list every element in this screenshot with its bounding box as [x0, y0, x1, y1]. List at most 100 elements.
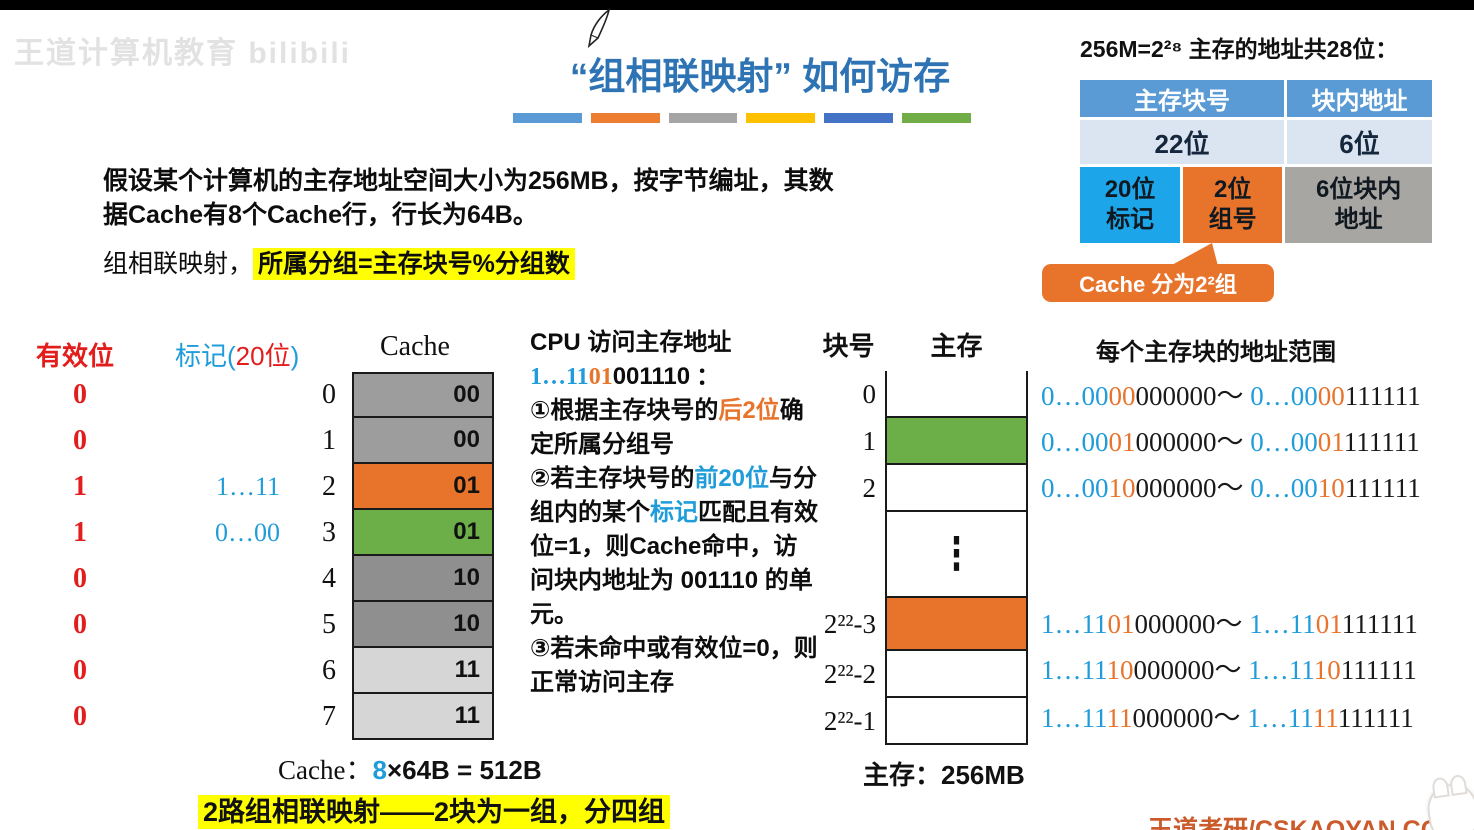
site-watermark: 王道考研/CSKAOYAN.COM: [1148, 816, 1461, 830]
header-block-number: 主存块号: [1080, 80, 1284, 117]
bar-segment: [513, 113, 582, 123]
range-to-offset: 111111: [1338, 703, 1414, 733]
step1-highlight: 后2位: [718, 397, 780, 424]
group-number: 11: [454, 656, 480, 683]
two-way-note-text: 2路组相联映射——2块为一组，分四组: [198, 795, 671, 829]
valid-bit: 0: [73, 425, 87, 456]
range-to-offset: 111111: [1342, 609, 1418, 639]
cache-row: 0 4 10: [30, 556, 494, 602]
valid-bit: 0: [73, 655, 87, 686]
line-index: 0: [322, 379, 336, 410]
line-index: 2: [322, 471, 336, 502]
step2-text-end: 匹配且有效位=1，则Cache命中，访问块内地址为 001110 的单元。: [530, 499, 818, 628]
group-number: 01: [453, 472, 480, 499]
memory-block: [885, 598, 1028, 651]
memory-row: 2²²-3: [812, 598, 1028, 651]
range-from-group: 10: [1107, 655, 1134, 685]
memory-row: 2²²-2: [812, 651, 1028, 698]
memory-row: ⋮: [812, 512, 1028, 598]
field-group-label: 组号: [1208, 206, 1257, 233]
address-range-title: 每个主存块的地址范围: [1096, 339, 1336, 366]
step1-text: ①根据主存块号的: [530, 397, 719, 424]
address-table-title: 256M=2²⁸ 主存的地址共28位：: [1080, 36, 1399, 62]
cache-line: 00: [352, 372, 494, 418]
block-number-header: 块号: [822, 331, 875, 361]
range-from-offset: 000000: [1134, 609, 1216, 639]
valid-bit: 1: [73, 471, 87, 502]
two-way-note: 2路组相联映射——2块为一组，分四组: [198, 790, 671, 829]
range-to-offset: 111111: [1344, 381, 1421, 411]
range-from-offset: 000000: [1133, 655, 1215, 685]
header-block-offset: 块内地址: [1287, 80, 1432, 117]
cpu-line1: CPU 访问主存地址: [530, 329, 732, 356]
range-to-offset: 111111: [1344, 473, 1421, 503]
group-number: 01: [453, 518, 480, 545]
memory-row: 0: [812, 371, 1028, 418]
block-label: 2²²-2: [823, 659, 876, 689]
cache-line: 10: [352, 556, 494, 602]
cache-row: 0 1 00: [30, 418, 494, 464]
line-index: 5: [322, 609, 336, 640]
memory-block: [885, 651, 1028, 698]
memory-row: 1: [812, 418, 1028, 465]
main-memory-header: 主存: [930, 331, 983, 361]
address-range-row: 0…0010000000～ 0…0010111111: [1041, 466, 1461, 505]
cache-line: 01: [352, 510, 494, 556]
cache-row: 1 1…11 2 01: [30, 464, 494, 510]
step2-text-mid: 与分组内的某个: [530, 465, 818, 526]
cpu-address: 1…1101001110 ：: [530, 360, 818, 394]
range-to-tag: 0…00: [1250, 381, 1318, 411]
bits-block-offset: 6位: [1287, 120, 1432, 164]
line-index: 4: [322, 563, 336, 594]
cache-row: 0 6 11: [30, 648, 494, 694]
field-tag: 20位 标记: [1080, 167, 1181, 243]
field-group-bits: 2位: [1214, 176, 1252, 203]
address-range-row: 0…0001000000～ 0…0001111111: [1041, 420, 1461, 459]
cache-row: 0 0 00: [30, 372, 494, 418]
group-number: 00: [453, 381, 480, 408]
step2-highlight1: 前20位: [694, 465, 770, 492]
cache-size-prefix: Cache：: [278, 755, 373, 785]
memory-size-label: 主存：256MB: [863, 760, 1025, 790]
bits-block-number: 22位: [1080, 120, 1284, 164]
range-from-group: 00: [1108, 381, 1136, 411]
block-label: [812, 512, 885, 598]
step1-text-end: 确定所属分组号: [530, 397, 804, 458]
valid-bit: 1: [73, 517, 87, 548]
range-tilde: ～: [1213, 703, 1248, 733]
memory-row: 2²²-1: [812, 698, 1028, 745]
tag-header-suffix: ): [290, 341, 300, 371]
group-number: 10: [453, 564, 480, 591]
valid-bit-header: 有效位: [36, 341, 115, 371]
cache-line: 11: [352, 694, 494, 740]
range-from-tag: 1…11: [1041, 703, 1107, 733]
range-to-group: 01: [1317, 427, 1345, 457]
cache-table: 0 0 00 0 1 00 1 1…11 2 01 1 0…00 3 01 0 …: [30, 372, 494, 740]
line-index: 3: [322, 517, 336, 548]
range-from-tag: 1…11: [1041, 655, 1107, 685]
range-to-tag: 1…11: [1247, 703, 1314, 733]
bar-segment: [746, 113, 816, 123]
range-from-group: 01: [1107, 609, 1135, 639]
field-offset-label: 地址: [1334, 206, 1383, 233]
range-from-offset: 000000: [1135, 381, 1217, 411]
range-tilde: ～: [1216, 427, 1251, 457]
cache-row: 1 0…00 3 01: [30, 510, 494, 556]
memory-row: 2: [812, 465, 1028, 512]
tag-header-bits: 20位: [235, 341, 291, 371]
cache-header: Cache: [380, 331, 450, 362]
cache-line: 11: [352, 648, 494, 694]
channel-watermark: 王道计算机教育 bilibili: [14, 37, 351, 70]
bar-segment: [902, 113, 971, 123]
field-tag-label: 标记: [1106, 206, 1155, 233]
address-group-part: 01: [588, 364, 613, 390]
line-index: 1: [322, 425, 336, 456]
range-to-group: 11: [1313, 703, 1339, 733]
range-from-offset: 000000: [1135, 473, 1217, 503]
cache-size-label: Cache：8×64B = 512B: [278, 748, 542, 787]
field-offset: 6位块内 地址: [1285, 167, 1432, 243]
main-memory-diagram: 块号 主存 0 1 2 ⋮ 2²²-3 2²²-2: [812, 326, 1028, 745]
range-from-group: 11: [1107, 703, 1133, 733]
range-from-group: 01: [1108, 427, 1136, 457]
